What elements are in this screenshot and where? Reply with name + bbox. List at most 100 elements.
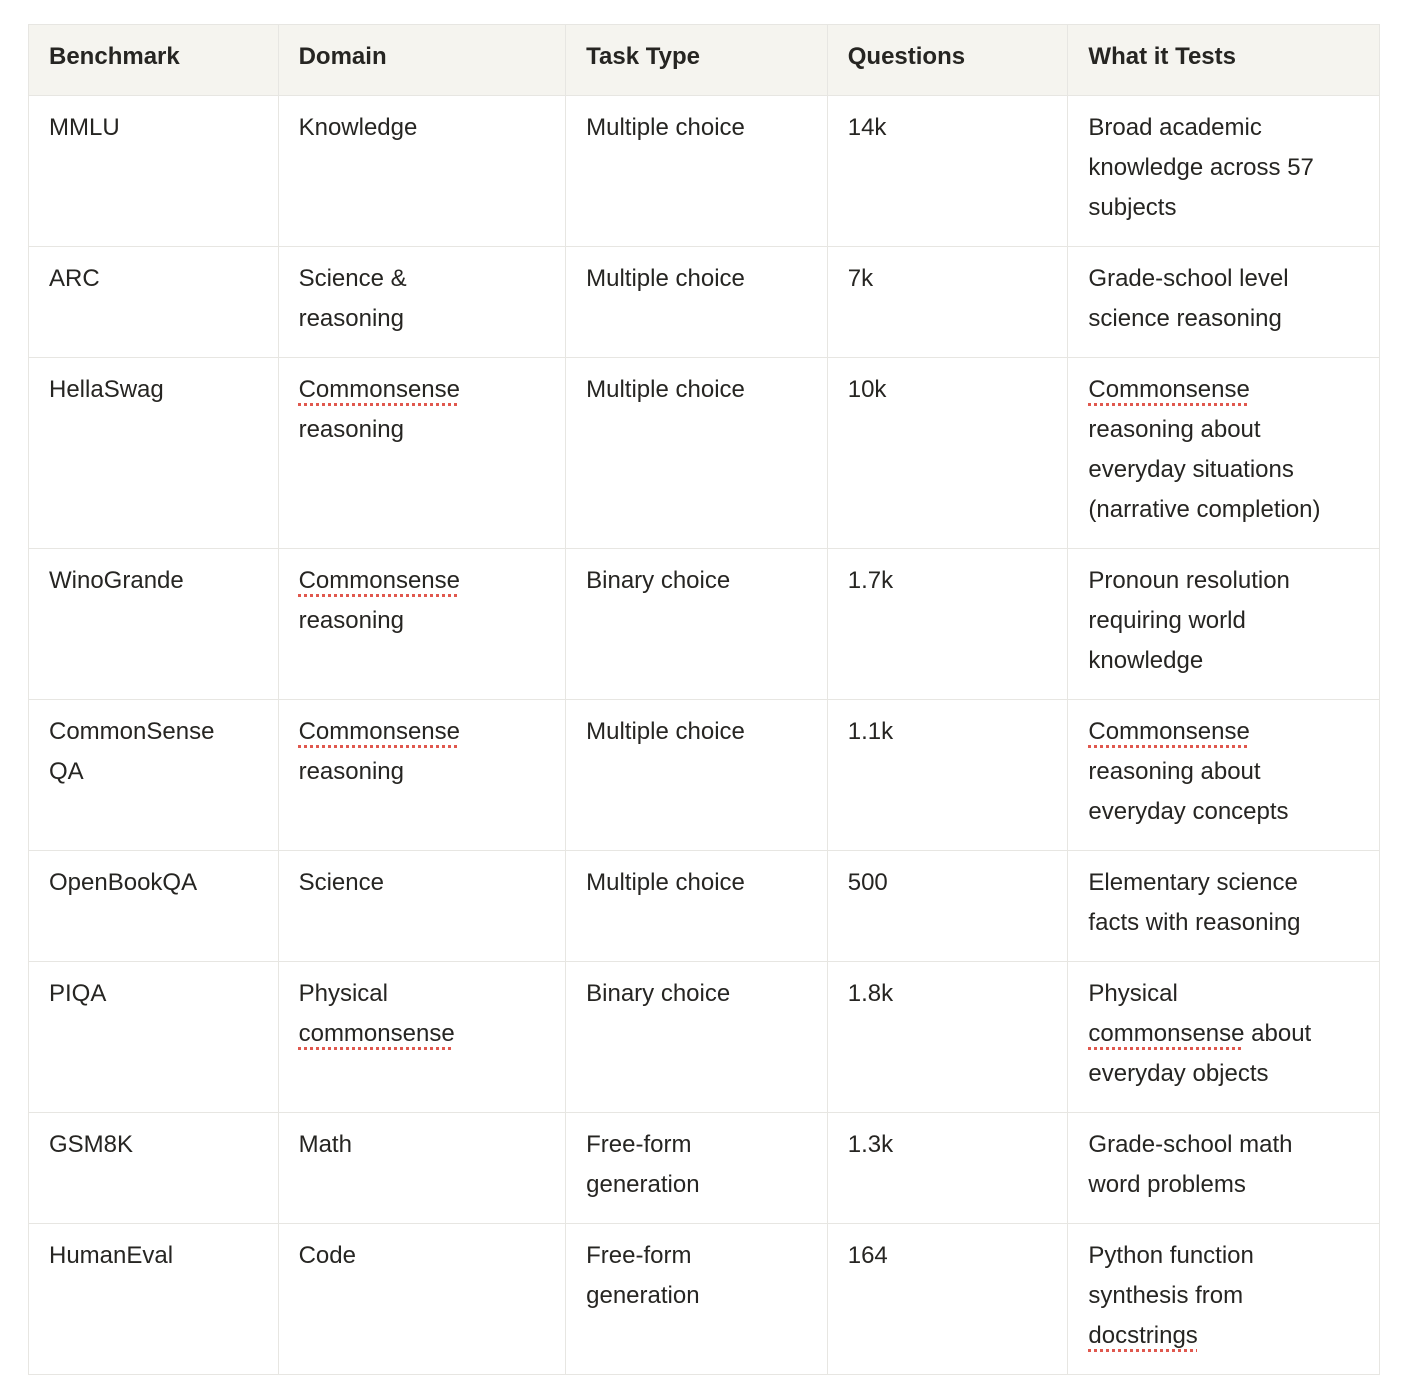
text-segment: HellaSwag (49, 376, 164, 403)
cell-domain: Knowledge (277, 95, 567, 247)
cell-task-type: Multiple choice (565, 357, 828, 549)
cell-task-type: Binary choice (565, 548, 828, 700)
text-segment: 1.7k (847, 567, 894, 594)
cell-questions: 164 (826, 1223, 1069, 1375)
cell-task-type: Binary choice (565, 961, 828, 1113)
text-segment: 7k (847, 265, 874, 292)
cell-what-it-tests: Grade-school level science reasoning (1067, 246, 1380, 358)
table-row: ARC Science & reasoning Multiple choice 7k G… (28, 246, 1380, 358)
misspelled-word: commonsense (1088, 1020, 1245, 1047)
text-segment: Binary choice (586, 567, 731, 594)
text-segment: Physical (298, 980, 388, 1007)
cell-what-it-tests: Broad academic knowledge across 57 subje… (1067, 95, 1380, 247)
cell-domain: Science (277, 850, 567, 962)
cell-benchmark: OpenBookQA (28, 850, 279, 962)
cell-domain: Physical commonsense (277, 961, 567, 1113)
text-segment: Physical (1088, 980, 1178, 1007)
misspelled-word: Commonsense (1088, 376, 1250, 403)
text-segment: Multiple choice (586, 376, 745, 403)
text-segment: Code (298, 1242, 356, 1269)
text-segment: 500 (847, 869, 888, 896)
cell-domain: Commonsense reasoning (277, 548, 567, 700)
cell-benchmark: HumanEval (28, 1223, 279, 1375)
text-segment: 1.8k (847, 980, 894, 1007)
column-header-domain: Domain (277, 24, 567, 96)
text-segment: Science & reasoning (298, 265, 407, 332)
text-segment: CommonSense QA (49, 718, 215, 785)
cell-questions: 1.7k (826, 548, 1069, 700)
text-segment: 164 (847, 1242, 888, 1269)
cell-task-type: Multiple choice (565, 699, 828, 851)
text-segment: 10k (847, 376, 887, 403)
text-segment: reasoning about everyday situations (nar… (1088, 416, 1321, 523)
column-header-questions: Questions (826, 24, 1069, 96)
text-segment: ARC (49, 265, 100, 292)
text-segment: Free-form generation (586, 1131, 700, 1198)
text-segment: WinoGrande (49, 567, 184, 594)
cell-task-type: Multiple choice (565, 246, 828, 358)
text-segment: Grade-school math word problems (1088, 1131, 1293, 1198)
cell-what-it-tests: Commonsense reasoning about everyday con… (1067, 699, 1380, 851)
cell-benchmark: HellaSwag (28, 357, 279, 549)
cell-what-it-tests: Pronoun resolution requiring world knowl… (1067, 548, 1380, 700)
cell-what-it-tests: Python function synthesis from docstring… (1067, 1223, 1380, 1375)
table-header-row: Benchmark Domain Task Type Questions What it… (28, 24, 1380, 96)
cell-domain: Code (277, 1223, 567, 1375)
cell-questions: 500 (826, 850, 1069, 962)
text-segment: 1.3k (847, 1131, 894, 1158)
table-row: HumanEval Code Free-form generation 164 Pyth… (28, 1223, 1380, 1375)
text-segment: HumanEval (49, 1242, 174, 1269)
text-segment: reasoning about everyday concepts (1088, 758, 1289, 825)
table-row: GSM8K Math Free-form generation 1.3k Grade-s… (28, 1112, 1380, 1224)
text-segment: reasoning (298, 416, 405, 443)
benchmark-table: Benchmark Domain Task Type Questions What it… (28, 24, 1380, 1375)
cell-questions: 1.3k (826, 1112, 1069, 1224)
cell-task-type: Free-form generation (565, 1112, 828, 1224)
table-body: MMLU Knowledge Multiple choice 14k Broad aca… (28, 95, 1380, 1375)
text-segment: GSM8K (49, 1131, 134, 1158)
cell-benchmark: PIQA (28, 961, 279, 1113)
cell-task-type: Multiple choice (565, 95, 828, 247)
cell-what-it-tests: Elementary science facts with reasoning (1067, 850, 1380, 962)
cell-what-it-tests: Grade-school math word problems (1067, 1112, 1380, 1224)
cell-benchmark: CommonSense QA (28, 699, 279, 851)
cell-benchmark: GSM8K (28, 1112, 279, 1224)
cell-domain: Science & reasoning (277, 246, 567, 358)
cell-questions: 7k (826, 246, 1069, 358)
text-segment: Knowledge (298, 114, 418, 141)
text-segment: PIQA (49, 980, 107, 1007)
table-row: PIQA Physical commonsense Binary choice 1.8… (28, 961, 1380, 1113)
text-segment: Multiple choice (586, 265, 745, 292)
cell-domain: Commonsense reasoning (277, 357, 567, 549)
cell-benchmark: WinoGrande (28, 548, 279, 700)
text-segment: reasoning (298, 758, 405, 785)
cell-questions: 10k (826, 357, 1069, 549)
cell-domain: Commonsense reasoning (277, 699, 567, 851)
table-row: OpenBookQA Science Multiple choice 500 Eleme… (28, 850, 1380, 962)
column-header-benchmark: Benchmark (28, 24, 279, 96)
table-header: Benchmark Domain Task Type Questions What it… (28, 24, 1380, 96)
text-segment: Multiple choice (586, 718, 745, 745)
cell-questions: 14k (826, 95, 1069, 247)
cell-domain: Math (277, 1112, 567, 1224)
misspelled-word: Commonsense (1088, 718, 1250, 745)
table-row: HellaSwag Commonsense reasoning Multiple c… (28, 357, 1380, 549)
text-segment: Grade-school level science reasoning (1088, 265, 1289, 332)
text-segment: Pronoun resolution requiring world knowl… (1088, 567, 1290, 674)
text-segment: Math (298, 1131, 352, 1158)
text-segment: Multiple choice (586, 869, 745, 896)
column-header-what-it-tests: What it Tests (1067, 24, 1380, 96)
misspelled-word: commonsense (298, 1020, 455, 1047)
text-segment: OpenBookQA (49, 869, 198, 896)
table-row: WinoGrande Commonsense reasoning Binary ch… (28, 548, 1380, 700)
cell-questions: 1.8k (826, 961, 1069, 1113)
text-segment: Elementary science facts with reasoning (1088, 869, 1301, 936)
text-segment: Broad academic knowledge across 57 subje… (1088, 114, 1314, 221)
text-segment: MMLU (49, 114, 120, 141)
cell-what-it-tests: Commonsense reasoning about everyday sit… (1067, 357, 1380, 549)
cell-task-type: Free-form generation (565, 1223, 828, 1375)
cell-benchmark: ARC (28, 246, 279, 358)
column-header-task-type: Task Type (565, 24, 828, 96)
text-segment: Python function synthesis from (1088, 1242, 1254, 1309)
